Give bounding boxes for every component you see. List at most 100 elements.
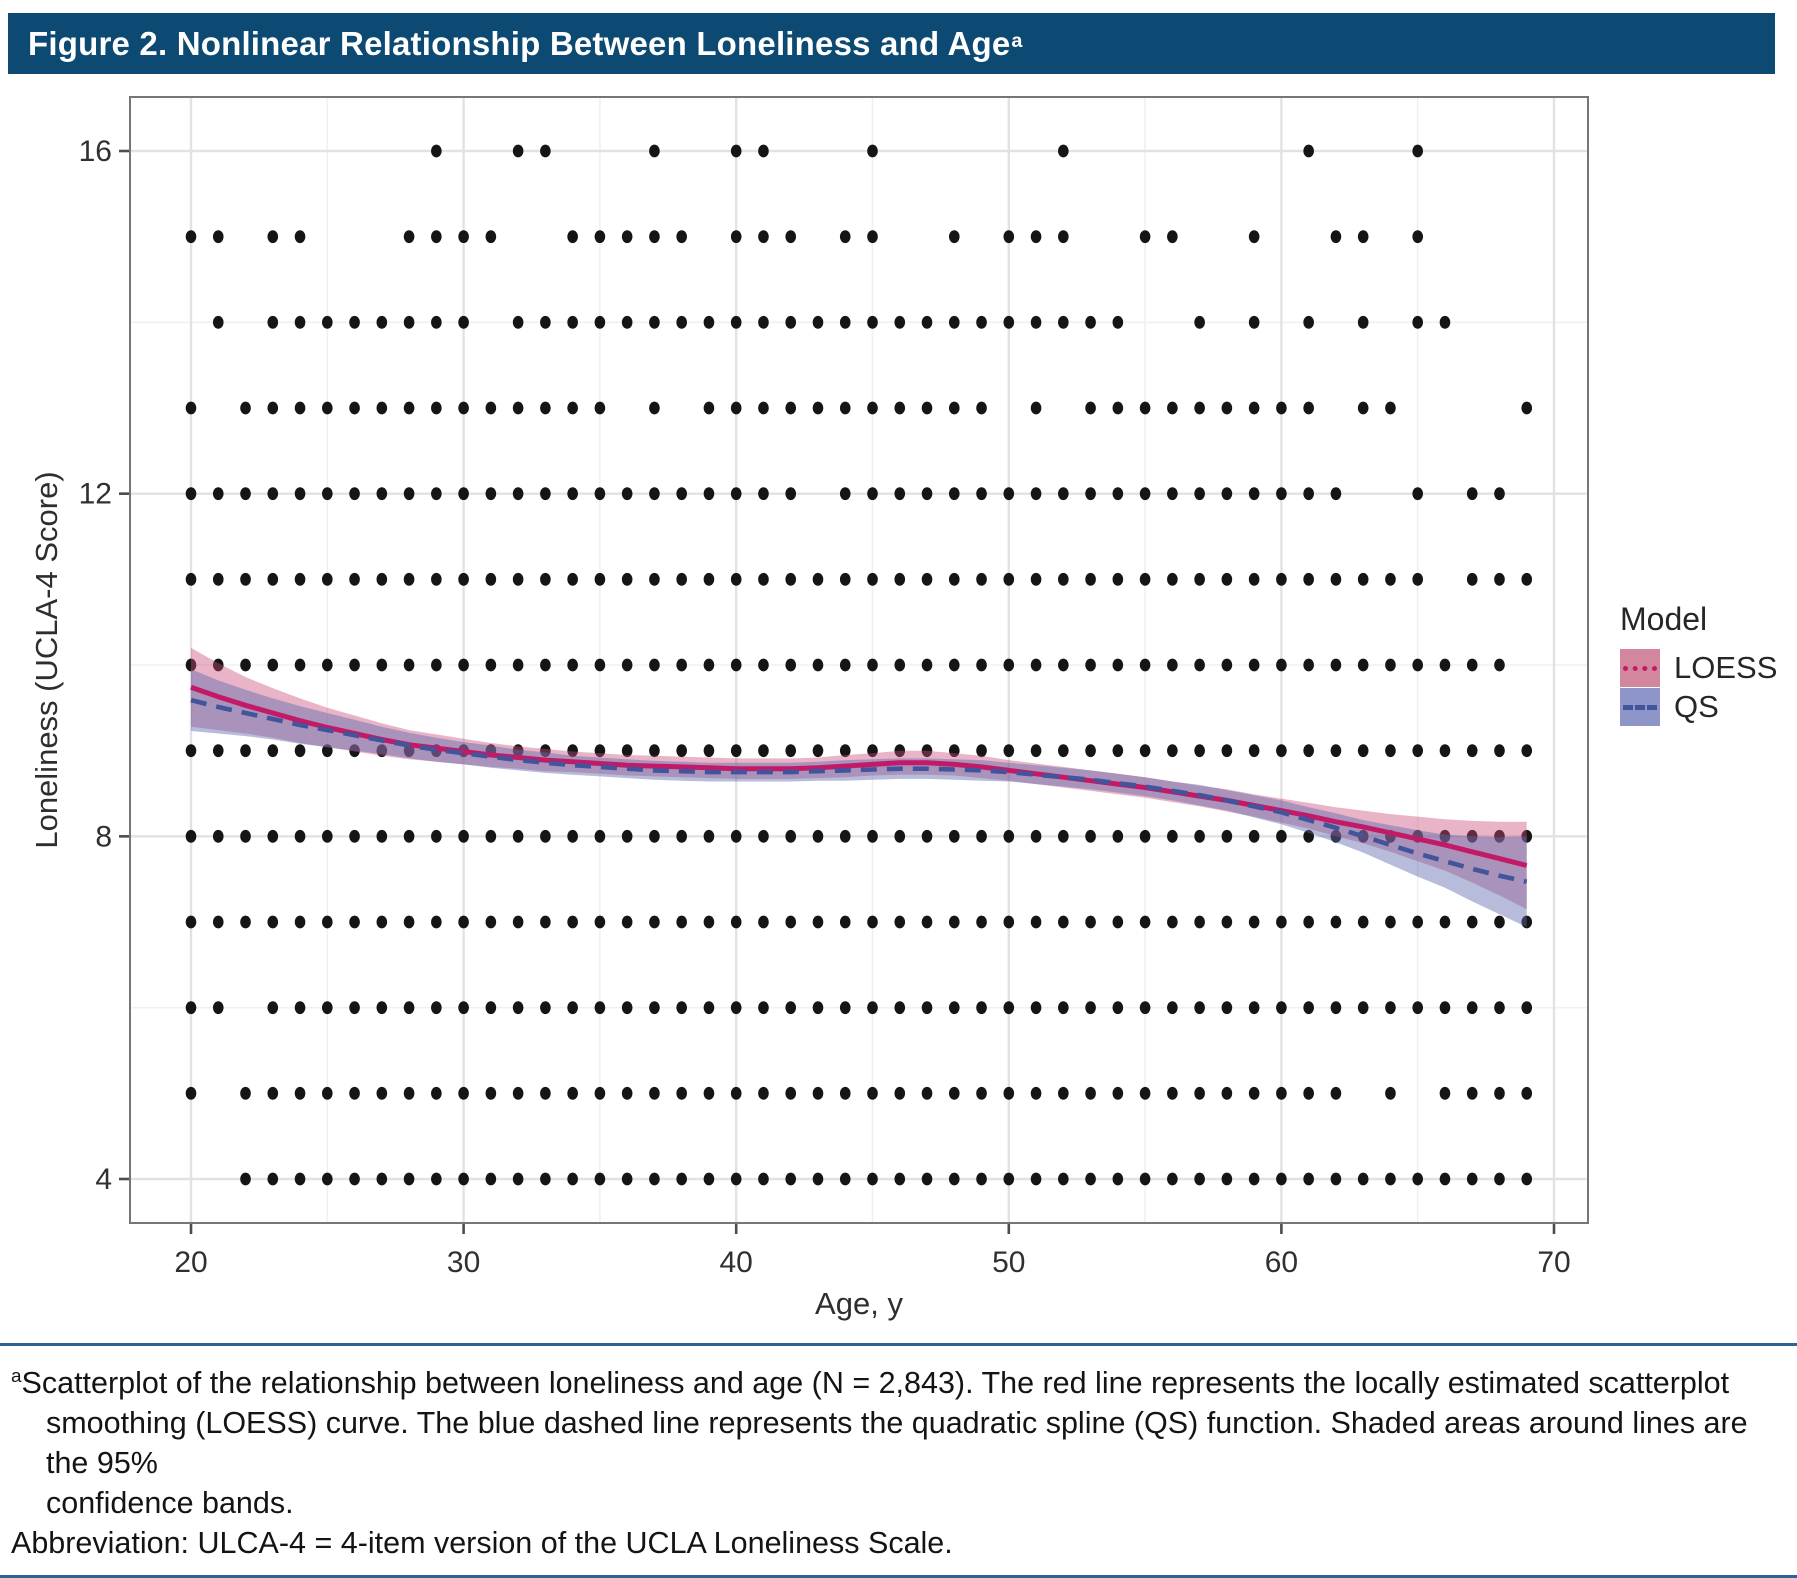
scatter-point [540, 658, 551, 672]
scatter-point [976, 829, 987, 843]
scatter-point [649, 829, 660, 843]
scatter-point [294, 487, 306, 501]
scatter-point [867, 915, 878, 929]
scatter-point [485, 915, 497, 929]
loess-swatch-icon [1620, 648, 1660, 687]
scatter-point [867, 744, 878, 758]
scatter-point [1248, 1086, 1260, 1100]
scatter-point [976, 1086, 987, 1100]
scatter-point [594, 829, 606, 843]
scatter-point [839, 658, 851, 672]
scatter-point [431, 1001, 442, 1015]
scatter-point [1248, 1001, 1260, 1015]
scatter-point [839, 401, 851, 415]
scatter-point [1248, 1172, 1260, 1186]
scatter-point [1167, 829, 1178, 843]
scatter-point [976, 401, 987, 415]
scatter-point [894, 1172, 906, 1186]
scatter-point [540, 1172, 551, 1186]
footnote-line-1: aScatterplot of the relationship between… [11, 1366, 1730, 1401]
scatter-point [785, 744, 797, 758]
scatter-point [1194, 1086, 1205, 1100]
scatter-point [1058, 1086, 1069, 1100]
scatter-point [431, 1172, 442, 1186]
scatter-point [322, 487, 333, 501]
scatter-point [1412, 658, 1423, 672]
scatter-point [403, 315, 415, 329]
x-tick-label: 30 [447, 1246, 480, 1279]
scatter-point [1330, 829, 1342, 843]
scatter-point [512, 144, 524, 158]
scatter-point [1521, 744, 1533, 758]
scatter-point [431, 915, 442, 929]
scatter-point [240, 1172, 251, 1186]
chart-canvas: 20 30 40 50 60 70 4 8 12 16 [79, 96, 1589, 1279]
scatter-point [948, 230, 960, 244]
scatter-point [540, 1086, 551, 1100]
footnote-line-4: Abbreviation: ULCA-4 = 4-item version of… [11, 1526, 953, 1561]
scatter-point [785, 401, 797, 415]
scatter-point [212, 915, 224, 929]
scatter-point [1139, 915, 1151, 929]
scatter-point [1521, 1172, 1533, 1186]
scatter-point [1412, 915, 1423, 929]
scatter-point [1357, 658, 1369, 672]
scatter-point [676, 1086, 687, 1100]
chart-legend: Model LOESS QS [1620, 601, 1777, 726]
scatter-point [267, 1001, 279, 1015]
scatter-point [921, 1001, 933, 1015]
scatter-point [1276, 572, 1287, 586]
scatter-point [1357, 572, 1369, 586]
scatter-point [1276, 401, 1287, 415]
scatter-point [1085, 744, 1096, 758]
scatter-point [839, 1001, 851, 1015]
scatter-point [1139, 658, 1151, 672]
scatter-point [1085, 572, 1096, 586]
scatter-point [376, 1172, 388, 1186]
scatter-point [403, 1086, 415, 1100]
scatter-point [267, 1086, 279, 1100]
scatter-point [1003, 315, 1015, 329]
scatter-point [294, 572, 306, 586]
scatter-point [512, 658, 524, 672]
scatter-point [1303, 658, 1314, 672]
scatter-point [1221, 1001, 1233, 1015]
scatter-point [1412, 487, 1423, 501]
scatter-point [349, 1001, 360, 1015]
scatter-point [431, 829, 442, 843]
scatter-point [1139, 401, 1151, 415]
scatter-point [1058, 915, 1069, 929]
scatter-point [1494, 1001, 1505, 1015]
scatter-point [1167, 572, 1178, 586]
scatter-point [1521, 915, 1533, 929]
scatter-point [948, 744, 960, 758]
scatter-point [403, 1172, 415, 1186]
scatter-point [812, 1086, 824, 1100]
scatter-point [403, 401, 415, 415]
scatter-point [812, 1001, 824, 1015]
scatter-point [376, 401, 388, 415]
scatter-point [240, 401, 251, 415]
scatter-point [294, 829, 306, 843]
scatter-point [1330, 230, 1342, 244]
scatter-point [649, 915, 660, 929]
scatter-point [758, 315, 769, 329]
scatter-point [267, 401, 279, 415]
scatter-point [867, 230, 878, 244]
scatter-point [1439, 915, 1451, 929]
scatter-point [621, 915, 633, 929]
scatter-point [730, 915, 742, 929]
scatter-point [431, 144, 442, 158]
scatter-point [812, 572, 824, 586]
scatter-point [1139, 744, 1151, 758]
scatter-point [322, 401, 333, 415]
scatter-point [948, 315, 960, 329]
scatter-point [1030, 1086, 1042, 1100]
scatter-point [1466, 1086, 1478, 1100]
scatter-point [594, 1001, 606, 1015]
scatter-point [758, 1001, 769, 1015]
scatter-point [1439, 829, 1451, 843]
scatter-point [212, 658, 224, 672]
scatter-point [948, 572, 960, 586]
scatter-point [1330, 1172, 1342, 1186]
